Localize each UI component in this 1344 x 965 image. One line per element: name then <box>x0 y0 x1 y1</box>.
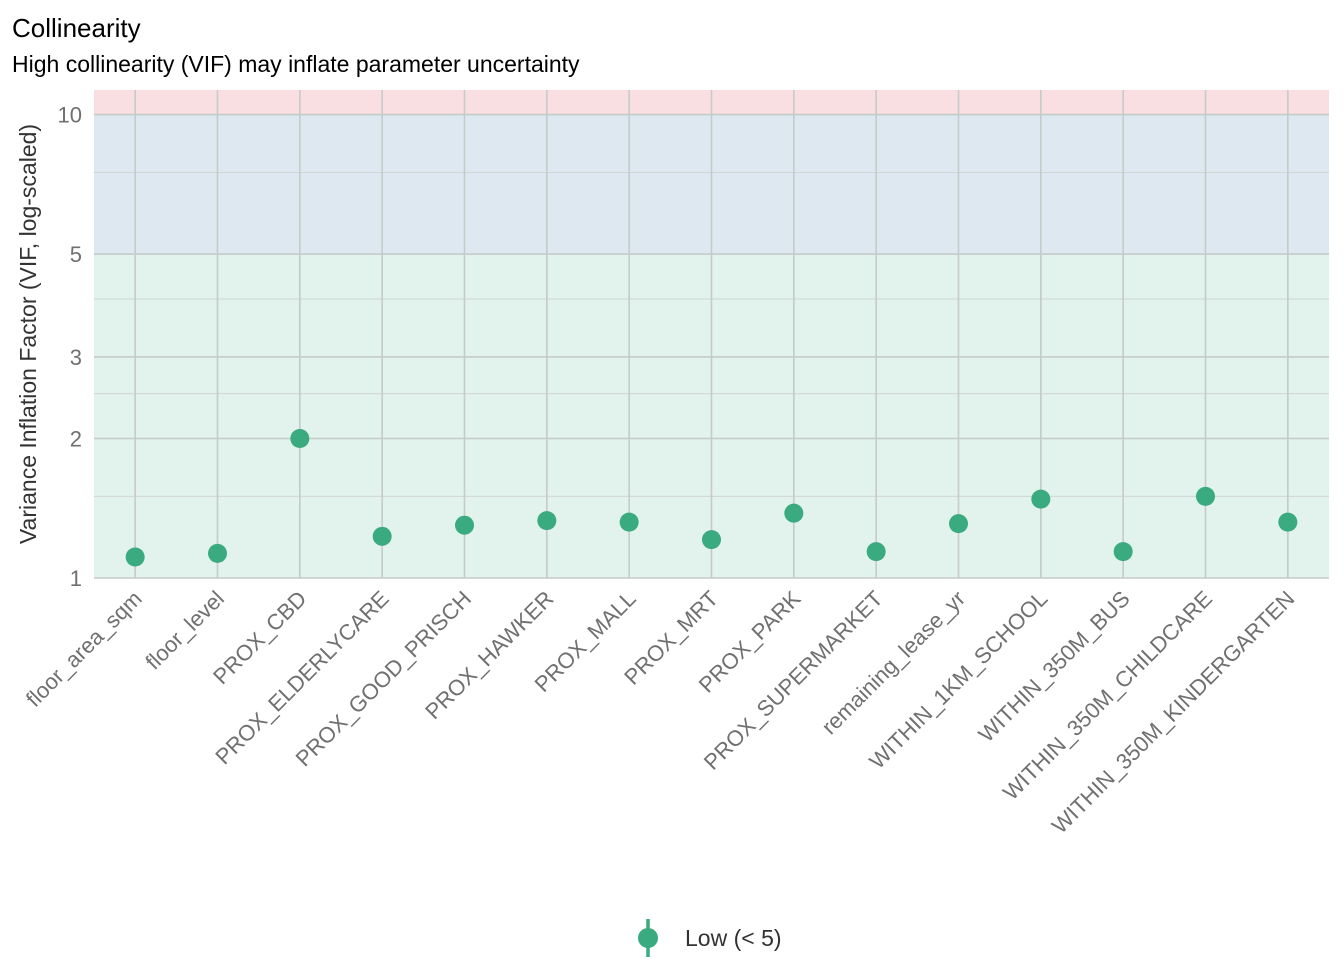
data-point-PROX_HAWKER <box>537 511 557 531</box>
data-point-PROX_CBD <box>290 429 310 449</box>
data-point-PROX_ELDERLYCARE <box>372 526 392 546</box>
data-point-WITHIN_1KM_SCHOOL <box>1031 489 1051 509</box>
data-point-PROX_GOOD_PRISCH <box>455 515 474 535</box>
y-tick-labels: 1 2 3 5 10 <box>58 103 82 591</box>
data-point-PROX_SUPERMARKET <box>866 542 886 562</box>
x-tick-label: WITHIN_350M_BUS <box>974 586 1135 747</box>
data-point-WITHIN_350M_BUS <box>1113 542 1133 562</box>
data-point-PROX_MRT <box>702 530 721 550</box>
data-point-floor_area_sqm <box>125 547 145 567</box>
chart-title: Collinearity <box>12 13 141 43</box>
y-tick-label: 10 <box>58 103 82 128</box>
x-tick-labels: floor_area_sqmfloor_levelPROX_CBDPROX_EL… <box>21 586 1299 839</box>
x-tick-label: floor_level <box>140 586 229 675</box>
legend-label: Low (< 5) <box>685 925 782 951</box>
grid-lines <box>94 90 1329 579</box>
y-tick-label: 1 <box>70 566 82 591</box>
y-tick-label: 5 <box>70 242 82 267</box>
data-point-remaining_lease_yr <box>949 514 968 534</box>
data-points <box>125 429 1298 567</box>
data-point-PROX_MALL <box>619 512 639 532</box>
data-point-WITHIN_350M_CHILDCARE <box>1196 486 1215 506</box>
data-point-floor_level <box>208 543 227 563</box>
x-tick-label: remaining_lease_yr <box>817 586 970 739</box>
y-axis-label: Variance Inflation Factor (VIF, log-scal… <box>15 124 41 544</box>
x-tick-label: floor_area_sqm <box>21 586 147 712</box>
data-point-PROX_PARK <box>784 503 804 523</box>
y-tick-label: 3 <box>70 345 82 370</box>
y-tick-label: 2 <box>70 427 82 452</box>
chart-subtitle: High collinearity (VIF) may inflate para… <box>12 51 580 77</box>
legend-key-point <box>638 928 658 948</box>
legend: Low (< 5) <box>638 919 782 957</box>
data-point-WITHIN_350M_KINDERGARTEN <box>1278 512 1298 532</box>
